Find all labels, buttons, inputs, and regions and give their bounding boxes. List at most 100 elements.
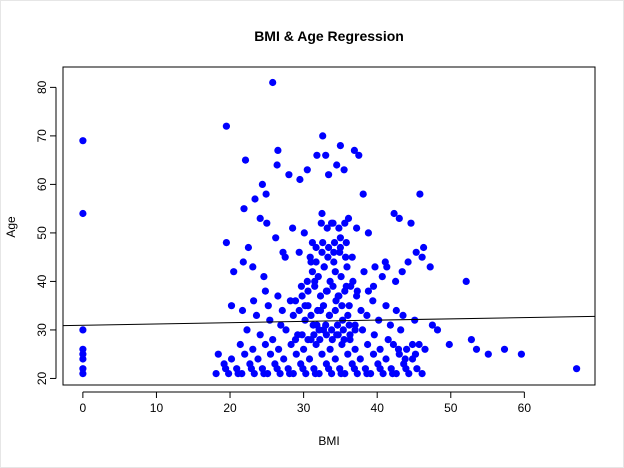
data-point (295, 248, 303, 256)
y-tick-label: 20 (35, 371, 49, 385)
data-point (369, 297, 377, 305)
data-point (322, 151, 330, 159)
data-point (331, 306, 339, 315)
x-tick-label: 20 (223, 401, 237, 415)
data-point (295, 306, 303, 315)
data-point (247, 365, 255, 373)
y-tick-label: 80 (35, 80, 49, 94)
data-point (328, 336, 336, 344)
data-point (252, 311, 261, 319)
data-point (244, 243, 252, 252)
data-point (286, 370, 294, 378)
data-point (291, 297, 300, 305)
x-tick-label: 50 (444, 401, 458, 415)
data-point (266, 350, 275, 358)
data-point (329, 219, 337, 227)
data-point (347, 282, 355, 290)
data-point (335, 224, 343, 232)
data-point (355, 151, 363, 159)
data-point (353, 224, 361, 232)
regression-line (62, 315, 596, 327)
data-point (214, 350, 222, 358)
data-point (261, 340, 269, 349)
data-point (408, 355, 417, 363)
data-point (286, 297, 294, 305)
data-point (312, 340, 320, 349)
data-point (412, 248, 420, 256)
y-tick-label: 70 (35, 129, 49, 143)
data-point (342, 253, 350, 261)
data-point (311, 370, 319, 378)
data-point (395, 214, 403, 222)
y-tick-label: 40 (35, 274, 49, 288)
data-point (312, 258, 320, 266)
data-point (263, 219, 271, 227)
data-point (341, 287, 349, 295)
data-point (322, 321, 330, 329)
data-point (329, 282, 337, 290)
x-tick-label: 10 (150, 401, 164, 415)
data-point (402, 365, 410, 373)
data-point (280, 355, 288, 363)
x-tick-label: 0 (80, 401, 87, 415)
data-point (79, 355, 87, 363)
data-point (339, 326, 347, 334)
data-point (313, 151, 321, 159)
data-point (363, 311, 371, 319)
data-point (312, 243, 320, 252)
data-point (413, 365, 421, 373)
data-point (364, 229, 372, 237)
data-point (222, 239, 230, 247)
data-point (287, 340, 295, 349)
data-point (239, 258, 247, 266)
data-point (311, 282, 319, 290)
data-point (369, 350, 378, 358)
data-point (325, 311, 333, 319)
data-point (318, 248, 326, 256)
y-axis: 20 30 40 50 60 70 80 (35, 80, 57, 385)
data-point (322, 287, 330, 295)
data-point (356, 355, 364, 363)
data-point (269, 78, 277, 87)
data-point (269, 336, 277, 344)
data-point (322, 331, 330, 339)
data-point (408, 340, 417, 349)
data-point (260, 273, 268, 281)
data-point (241, 156, 250, 164)
data-point (314, 273, 322, 281)
data-point (325, 171, 333, 179)
data-point (384, 336, 392, 344)
data-point (249, 345, 257, 353)
data-point (266, 316, 274, 324)
data-point (331, 355, 339, 363)
data-point (342, 239, 350, 247)
data-point (345, 321, 353, 329)
data-point (418, 253, 426, 261)
data-point (344, 350, 352, 358)
data-point (392, 277, 400, 285)
x-tick-label: 40 (371, 401, 385, 415)
data-point (319, 132, 327, 140)
data-point (297, 282, 305, 290)
data-point (304, 336, 312, 344)
data-point (369, 282, 378, 290)
data-point (382, 355, 390, 363)
data-point (230, 268, 238, 276)
data-point (303, 277, 311, 285)
data-point (389, 370, 397, 378)
data-point (325, 365, 333, 373)
data-point (289, 311, 297, 319)
data-point (273, 365, 281, 373)
data-point (428, 321, 436, 329)
data-point (415, 340, 423, 349)
data-point (262, 190, 270, 198)
data-point (278, 306, 286, 315)
data-point (277, 321, 285, 329)
data-point (316, 292, 325, 300)
data-point (484, 350, 492, 358)
data-point (308, 268, 316, 276)
data-point (298, 331, 306, 339)
data-point (320, 263, 328, 271)
data-point (386, 321, 394, 329)
